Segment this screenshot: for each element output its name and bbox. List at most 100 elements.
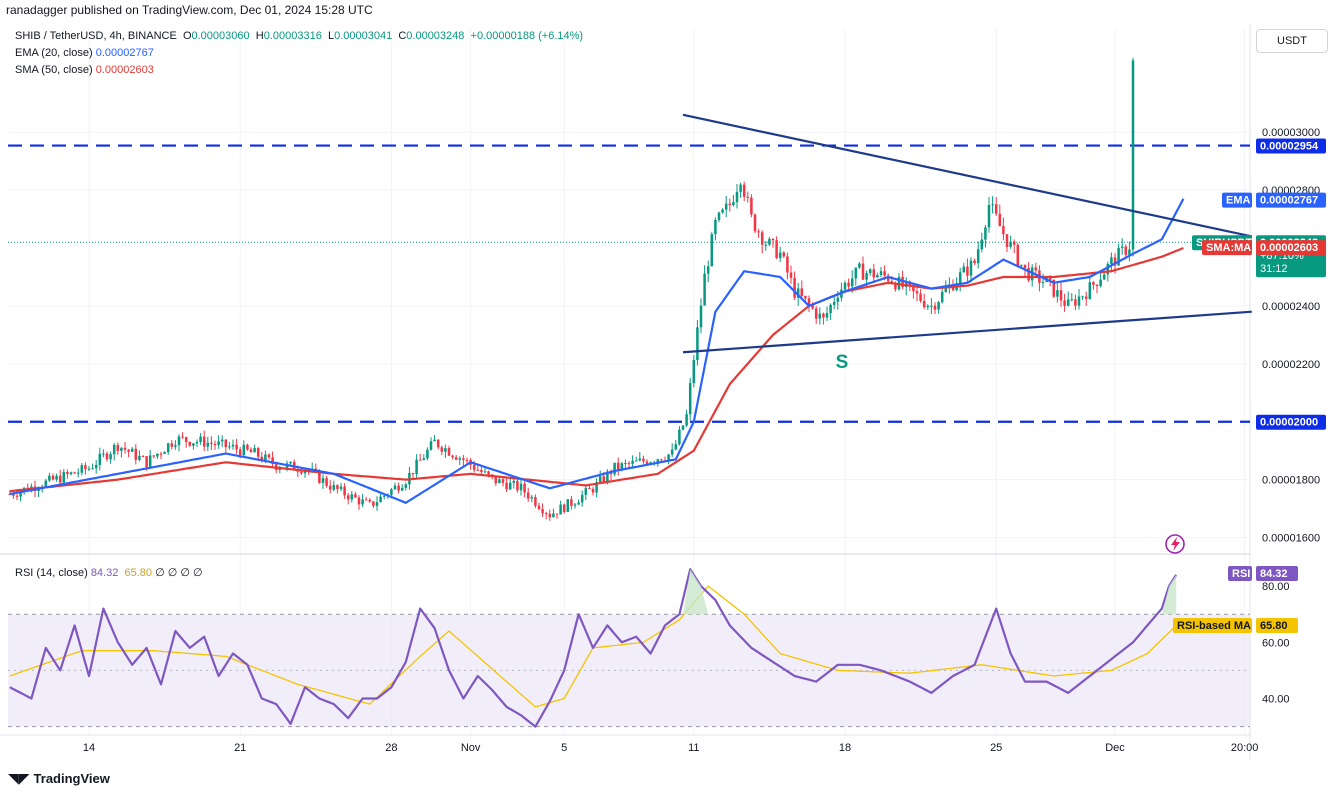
sma-line[interactable] [9, 246, 1184, 493]
time-tick-label: 11 [688, 742, 699, 754]
candle-body [847, 282, 850, 287]
candle-body [404, 484, 408, 488]
lower-level-badge[interactable]: 0.00002000 [1256, 414, 1326, 430]
upper-level-badge-text: 0.00002954 [1260, 141, 1319, 153]
candle-body [159, 453, 163, 455]
candle-body [944, 288, 948, 292]
rsi-value-badge[interactable]: 84.32 [1256, 565, 1298, 581]
candle-body [1070, 299, 1074, 301]
candle-body [55, 475, 58, 480]
candle-body [217, 441, 220, 446]
candle-body [123, 447, 127, 450]
rsi-ma-tag-badge[interactable]: RSI-based MA [1173, 617, 1252, 633]
candle-body [494, 476, 498, 484]
candle-body [969, 260, 973, 276]
rsi-line[interactable] [9, 568, 1178, 728]
rsi-tag-badge-bg [1228, 565, 1252, 581]
lightning-icon[interactable] [1165, 534, 1185, 554]
upper-level-badge[interactable]: 0.00002954 [1256, 138, 1326, 154]
candle-body [188, 441, 192, 446]
rsi-ma-value-badge[interactable]: 65.80 [1256, 617, 1298, 633]
candle-body [415, 459, 418, 475]
candle-body [771, 238, 775, 241]
time-tick-label: 25 [990, 742, 1002, 754]
candle-body [1110, 257, 1113, 264]
candle-body [1027, 268, 1030, 281]
lightning-icon-bolt [1171, 537, 1180, 551]
candle-body [814, 308, 818, 319]
candle-body [807, 298, 811, 305]
candle-body [15, 495, 19, 497]
candle-body [336, 485, 339, 490]
candle-body [541, 509, 544, 514]
candle-body [138, 455, 141, 460]
upper-level-badge-bg [1256, 138, 1326, 154]
candle-body [598, 476, 602, 482]
sma-price-badge[interactable]: 0.00002603 [1256, 240, 1326, 256]
candle-body [886, 275, 890, 282]
candle-body [688, 383, 692, 415]
candle-body [1016, 244, 1020, 266]
price-tick-label: 0.00002200 [1262, 359, 1320, 371]
candle-body [778, 252, 782, 259]
candle-body [397, 485, 400, 491]
candle-body [606, 471, 609, 482]
candle-body [559, 504, 562, 515]
ema-line[interactable] [9, 198, 1185, 504]
candle-body [1124, 246, 1128, 255]
candle-body [76, 472, 80, 474]
candle-body [760, 232, 764, 245]
candle-body [163, 452, 166, 454]
legend-ohlc: SHIB / TetherUSD, 4h, BINANCE O0.0000306… [15, 30, 584, 42]
candle-body [753, 214, 757, 232]
trendline-lower[interactable] [682, 310, 1252, 354]
candle-body [624, 463, 627, 465]
candle-body [537, 505, 541, 510]
candle-body [1012, 241, 1016, 245]
candle-body [534, 497, 537, 506]
candle-body [588, 488, 591, 490]
candle-body [195, 442, 199, 444]
candle-body [912, 284, 915, 292]
candle-body [966, 266, 969, 276]
candle-body [512, 480, 516, 483]
candle-body [206, 442, 210, 447]
candle-body [242, 444, 246, 456]
candle-body [220, 439, 224, 442]
rsi-tag-badge[interactable]: RSI [1228, 565, 1252, 581]
legend-rsi[interactable]: RSI (14, close) 84.32 65.80 ∅ ∅ ∅ ∅ [15, 567, 203, 579]
sma-tag-badge-bg [1202, 240, 1252, 256]
candle-body [768, 238, 771, 245]
candle-body [883, 271, 886, 276]
lower-level-badge-bg [1256, 414, 1326, 430]
candle-body [141, 455, 145, 457]
candle-body [562, 504, 566, 512]
candle-body [656, 459, 660, 463]
currency-selector[interactable]: USDT [1256, 29, 1328, 53]
candle-body [552, 513, 555, 518]
candle-body [508, 482, 512, 490]
ema-tag-badge[interactable]: EMA [1222, 192, 1252, 208]
candle-body [343, 486, 346, 496]
symbol-title[interactable]: SHIB / TetherUSD, 4h, BINANCE [15, 30, 177, 42]
time-tick-label: 18 [839, 742, 851, 754]
candle-body [238, 449, 242, 456]
candle-body [422, 458, 426, 460]
candle-body [102, 453, 105, 455]
candle-body [192, 443, 195, 446]
candle-body [1099, 279, 1102, 287]
candle-body [256, 448, 260, 457]
candle-body [980, 239, 984, 250]
legend-ema[interactable]: EMA (20, close) 0.00002767 [15, 47, 154, 59]
candle-body [901, 276, 904, 288]
candle-body [253, 448, 256, 453]
candle-body [602, 476, 606, 482]
legend-sma[interactable]: SMA (50, close) 0.00002603 [15, 64, 154, 76]
candle-body [1002, 226, 1005, 235]
candle-body [8, 494, 12, 496]
trendline-upper[interactable] [682, 113, 1253, 238]
candle-body [145, 456, 148, 468]
sma-tag-badge[interactable]: SMA:MA [1202, 240, 1252, 256]
ema-price-badge[interactable]: 0.00002767 [1256, 192, 1326, 208]
